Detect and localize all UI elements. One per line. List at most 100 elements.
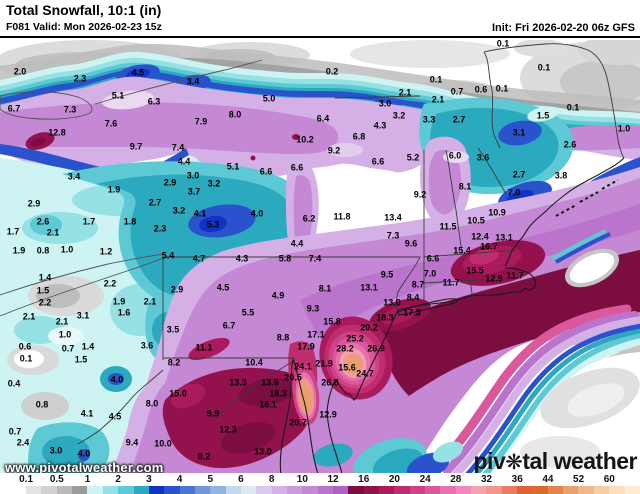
- map-value-label: 13.0: [383, 297, 401, 308]
- map-value-label: 0.6: [474, 84, 488, 95]
- colorbar-swatch: [148, 486, 165, 494]
- map-value-label: 3.4: [67, 171, 81, 182]
- colorbar-swatch: [41, 486, 57, 494]
- map-value-label: 13.1: [360, 282, 378, 293]
- colorbar-tick: 5: [207, 474, 214, 485]
- map-value-label: 3.2: [172, 205, 186, 216]
- map-value-label: 2.7: [148, 197, 162, 208]
- map-value-label: 4.5: [216, 282, 230, 293]
- map-value-label: 2.1: [55, 316, 69, 327]
- init-time-label: Init: Fri 2026-02-20 06z GFS: [491, 22, 635, 34]
- colorbar-swatch: [363, 486, 379, 494]
- map-value-label: 9.9: [206, 408, 220, 419]
- map-value-label: 13.3: [229, 377, 247, 388]
- map-value-label: 5.8: [278, 253, 292, 264]
- header-bar: Total Snowfall, 10:1 (in) F081 Valid: Mo…: [0, 0, 640, 38]
- map-value-label: 11.8: [333, 211, 351, 222]
- colorbar-tick: 44: [542, 474, 554, 485]
- map-value-label: 4.4: [177, 156, 191, 167]
- map-value-label: 3.2: [207, 178, 221, 189]
- map-value-label: 3.6: [476, 152, 490, 163]
- map-value-label: 6.6: [371, 156, 385, 167]
- snowfall-map: [0, 40, 640, 474]
- colorbar-swatch: [271, 486, 287, 494]
- map-value-label: 13.0: [254, 446, 272, 457]
- map-value-label: 1.9: [12, 245, 26, 256]
- snowflake-icon: ❋: [505, 451, 523, 474]
- map-value-label: 1.7: [82, 216, 96, 227]
- colorbar-swatch: [194, 486, 211, 494]
- map-value-label: 25.2: [346, 333, 364, 344]
- map-value-label: 8.8: [276, 332, 290, 343]
- map-value-label: 0.4: [7, 378, 21, 389]
- colorbar-swatch: [286, 486, 303, 494]
- colorbar-swatch: [72, 486, 88, 494]
- map-value-label: 10.2: [296, 134, 314, 145]
- map-value-label: 1.2: [99, 246, 113, 257]
- map-value-label: 1.5: [36, 285, 50, 296]
- map-value-label: 0.6: [18, 341, 32, 352]
- map-value-label: 5.4: [161, 250, 175, 261]
- map-value-label: 2.9: [163, 177, 177, 188]
- map-value-label: 1.6: [117, 307, 131, 318]
- map-value-label: 5.5: [241, 307, 255, 318]
- map-value-label: 10.5: [467, 215, 485, 226]
- map-value-label: 26.8: [321, 377, 339, 388]
- map-value-label: 1.5: [536, 110, 550, 121]
- map-value-label: 7.0: [507, 187, 521, 198]
- colorbar-swatch: [164, 486, 180, 494]
- map-value-label: 3.2: [392, 110, 406, 121]
- map-value-label: 6.6: [290, 162, 304, 173]
- map-value-label: 3.1: [512, 127, 526, 138]
- map-value-label: 1.7: [6, 226, 20, 237]
- map-value-label: 8.2: [167, 357, 181, 368]
- map-value-label: 7.4: [171, 142, 185, 153]
- map-value-label: 5.3: [206, 219, 220, 230]
- map-value-label: 11.7: [442, 277, 460, 288]
- map-value-label: 2.1: [143, 296, 157, 307]
- map-value-label: 8.4: [406, 292, 420, 303]
- map-value-label: 5.1: [226, 161, 240, 172]
- colorbar-swatch: [379, 486, 395, 494]
- map-value-label: 1.8: [123, 216, 137, 227]
- colorbar-swatch: [547, 486, 564, 494]
- colorbar-swatch: [0, 486, 27, 494]
- map-value-label: 0.1: [566, 102, 580, 113]
- map-value-label: 1.4: [81, 341, 95, 352]
- map-value-label: 24.1: [294, 361, 312, 372]
- map-value-label: 2.2: [38, 297, 52, 308]
- map-value-label: 2.4: [16, 437, 30, 448]
- colorbar-tick: 28: [450, 474, 462, 485]
- colorbar-tick: 32: [480, 474, 493, 485]
- map-value-label: 2.3: [153, 223, 167, 234]
- colorbar-swatch: [394, 486, 410, 494]
- map-value-label: 2.7: [512, 169, 526, 180]
- colorbar: [0, 486, 640, 494]
- map-value-label: 20.7: [289, 417, 307, 428]
- map-value-label: 0.2: [325, 66, 339, 77]
- map-value-label: 24.7: [356, 368, 374, 379]
- map-value-label: 6.4: [316, 113, 330, 124]
- map-value-label: 2.6: [563, 139, 577, 150]
- map-value-label: 10.0: [154, 438, 172, 449]
- map-value-label: 9.5: [380, 269, 394, 280]
- colorbar-swatch: [409, 486, 426, 494]
- map-value-label: 8.7: [411, 279, 425, 290]
- map-value-label: 8.1: [318, 283, 332, 294]
- map-value-label: 2.1: [398, 87, 412, 98]
- map-value-label: 11.7: [506, 270, 524, 281]
- map-value-label: 0.1: [496, 40, 510, 49]
- map-value-label: 5.2: [406, 152, 420, 163]
- map-value-label: 28.2: [336, 343, 354, 354]
- map-value-label: 1.0: [60, 244, 74, 255]
- map-value-label: 9.4: [125, 437, 139, 448]
- map-value-label: 4.0: [110, 374, 124, 385]
- map-value-label: 2.9: [27, 198, 41, 209]
- valid-time-label: F081 Valid: Mon 2026-02-23 15z: [6, 21, 162, 33]
- map-value-label: 13.4: [384, 212, 402, 223]
- map-value-label: 9.2: [327, 145, 341, 156]
- map-value-label: 17.1: [307, 329, 325, 340]
- map-value-label: 4.3: [373, 120, 387, 131]
- page-title: Total Snowfall, 10:1 (in): [6, 2, 162, 18]
